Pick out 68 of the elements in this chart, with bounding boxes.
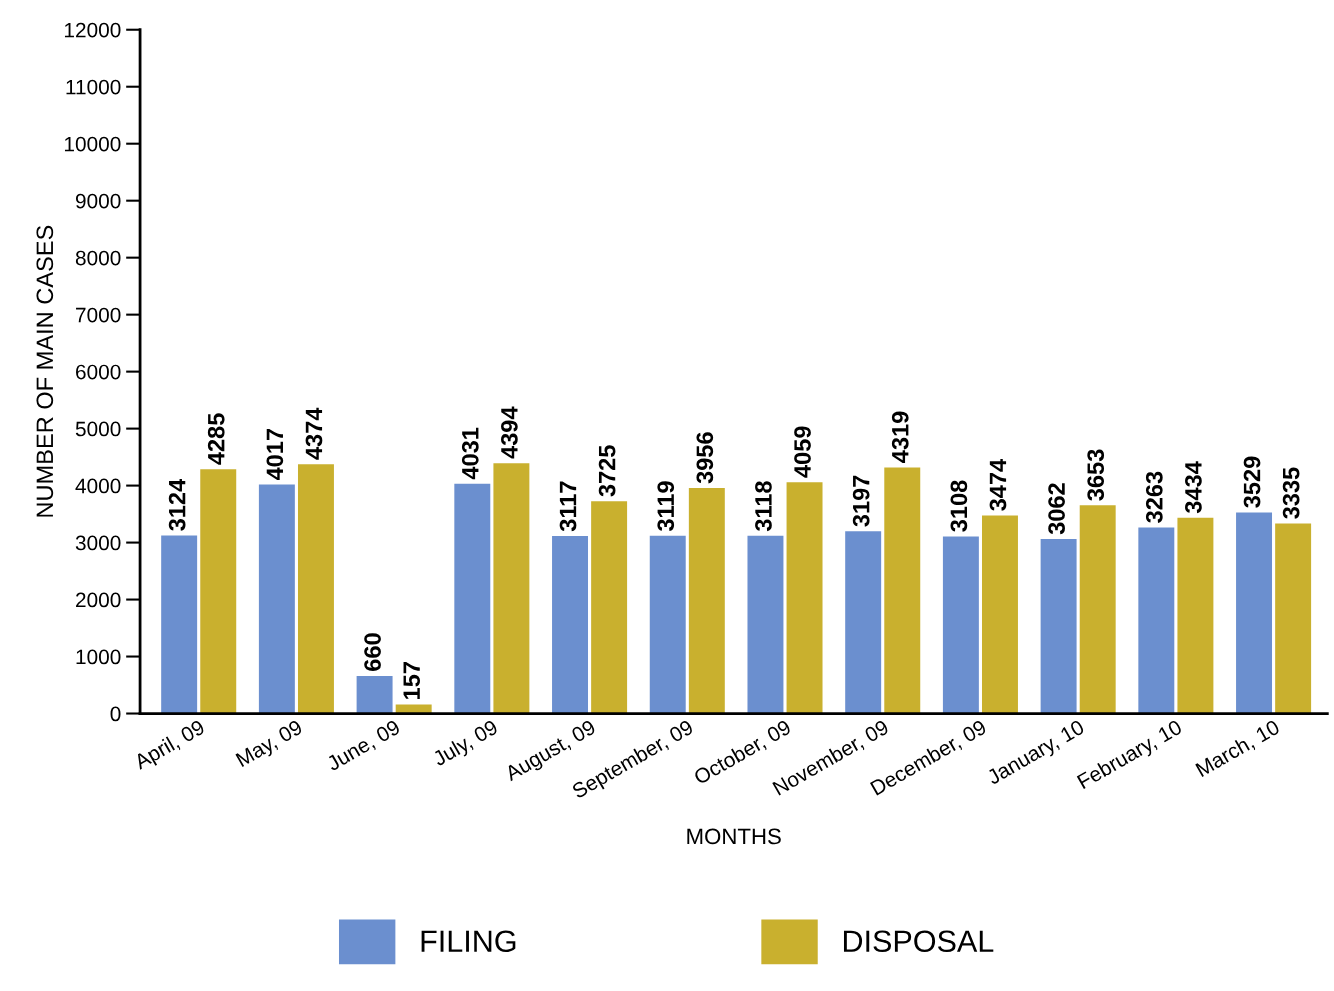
bar: [845, 531, 882, 714]
y-tick-label: 1000: [76, 649, 121, 665]
bar: [493, 463, 530, 714]
data-label: 3119: [657, 481, 675, 532]
data-label: 4285: [207, 413, 225, 465]
y-axis-title: NUMBER OF MAIN CASES: [36, 225, 54, 517]
y-tick-label: 11000: [66, 79, 121, 95]
bar: [1079, 505, 1116, 714]
bar: [688, 488, 725, 714]
data-label: 3725: [598, 445, 616, 497]
legend-label: DISPOSAL: [843, 930, 994, 953]
data-label: 4059: [794, 426, 811, 478]
data-label: 660: [364, 633, 381, 671]
y-tick-label: 4000: [75, 478, 121, 494]
bar: [1040, 539, 1077, 714]
data-label: 3335: [1282, 467, 1300, 519]
bar: [297, 464, 334, 714]
bar: [200, 469, 237, 714]
y-tick-label: 7000: [76, 307, 121, 323]
bar: [747, 535, 784, 714]
y-tick-label: 10000: [64, 136, 121, 152]
data-label: 4319: [891, 411, 909, 463]
data-label: 3263: [1145, 471, 1163, 523]
bar: [884, 467, 921, 714]
data-label: 4017: [266, 428, 284, 481]
bar: [942, 536, 979, 714]
x-axis-title: MONTHS: [687, 828, 781, 845]
x-tick-label: May, 09: [235, 719, 306, 771]
bar: [258, 484, 295, 714]
bar: [786, 482, 823, 714]
y-tick-label: 5000: [75, 421, 121, 437]
data-label: 4374: [305, 407, 323, 460]
data-label: 3108: [950, 480, 968, 532]
data-label: 3062: [1048, 483, 1065, 535]
y-tick-label: 0: [110, 706, 121, 722]
bar: [1138, 527, 1175, 714]
data-label: 3124: [168, 478, 186, 531]
data-label: 3118: [755, 481, 772, 532]
data-label: 3117: [559, 481, 577, 532]
bar: [356, 675, 393, 714]
y-tick-label: 3000: [75, 535, 121, 551]
x-tick-label: July, 09: [431, 718, 501, 771]
y-tick-label: 6000: [76, 364, 121, 380]
x-tick-label: April, 09: [132, 718, 208, 774]
bar: [161, 535, 198, 714]
bar: [552, 535, 588, 714]
y-tick-label: 9000: [75, 193, 121, 209]
x-tick-label: June, 09: [325, 719, 403, 774]
data-label: 3197: [852, 475, 870, 527]
bar: [1275, 523, 1312, 714]
data-label: 3653: [1087, 449, 1105, 501]
bar: [1236, 512, 1273, 714]
bar: [454, 483, 491, 714]
data-label: 4031: [461, 427, 479, 480]
bar: [982, 515, 1018, 714]
bar: [591, 501, 628, 714]
y-tick-label: 2000: [76, 592, 121, 608]
y-tick-label: 12000: [64, 22, 121, 38]
data-label: 157: [403, 662, 421, 699]
data-label: 3474: [989, 459, 1007, 511]
legend-label: FILING: [421, 930, 516, 953]
y-tick-label: 8000: [75, 250, 121, 266]
bar: [1177, 517, 1214, 714]
bar: [649, 535, 686, 714]
data-label: 3529: [1243, 456, 1261, 508]
data-label: 4394: [501, 406, 518, 459]
data-label: 3434: [1185, 461, 1202, 514]
data-label: 3956: [696, 432, 714, 484]
